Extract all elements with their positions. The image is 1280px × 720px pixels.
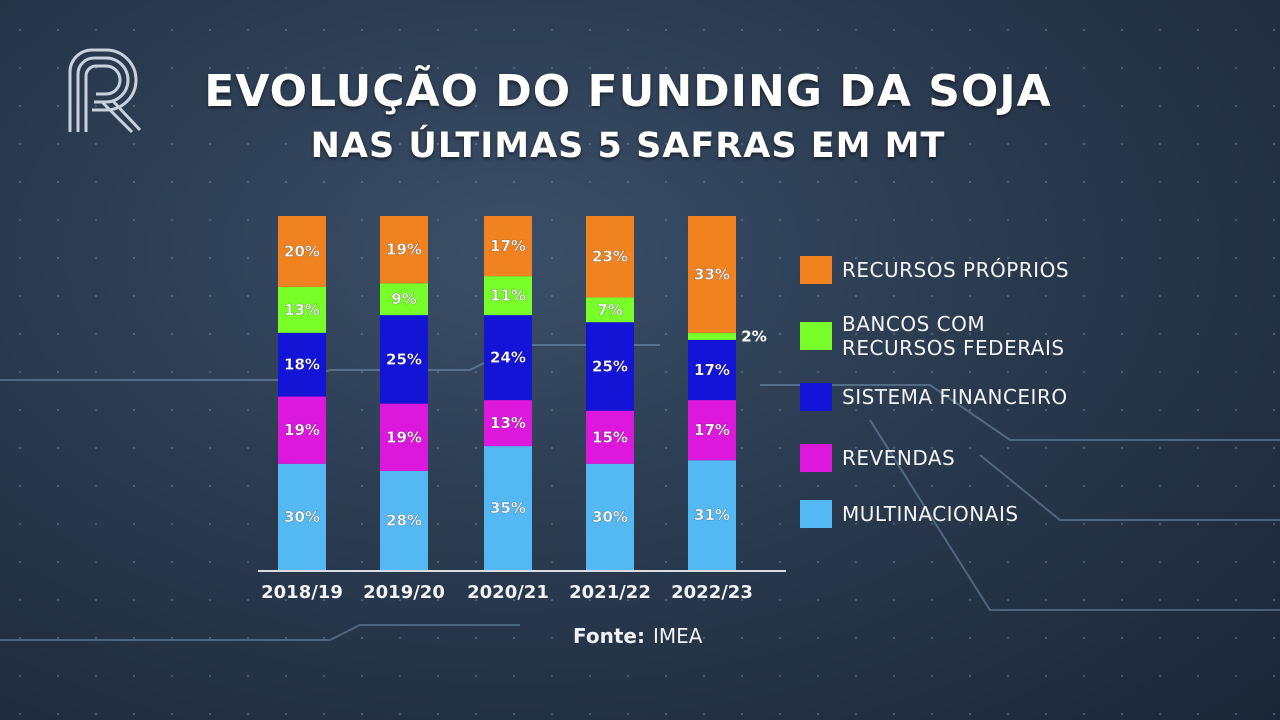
bar-segment-2020-21-s4: [484, 216, 532, 277]
bar-segment-2018-19-s3: [278, 286, 326, 333]
r-channel-logo-icon: [68, 48, 142, 134]
legend-label: MULTINACIONAIS: [842, 502, 1019, 526]
legend-item: RECURSOS PRÓPRIOS: [800, 256, 1130, 284]
data-label: 2%: [741, 327, 766, 345]
legend-item: MULTINACIONAIS: [800, 500, 1130, 528]
bar-segment-2022-23-s2: [688, 339, 736, 401]
bar-segment-2020-21-s0: [484, 446, 532, 570]
bar-segment-2021-22-s1: [586, 410, 634, 464]
legend-label: REVENDAS: [842, 446, 956, 470]
bar-segment-2019-20-s3: [380, 283, 428, 316]
data-label: 20%: [284, 242, 320, 260]
bar-segment-2020-21-s2: [484, 315, 532, 401]
legend-swatch: [800, 500, 832, 528]
bar-segment-2018-19-s4: [278, 216, 326, 287]
bar-segment-2019-20-s4: [380, 216, 428, 284]
data-label: 24%: [490, 349, 526, 367]
legend-label: RECURSOS PRÓPRIOS: [842, 258, 1070, 282]
data-label: 17%: [490, 237, 526, 255]
source-label: Fonte:: [573, 624, 645, 648]
bar-segment-2020-21-s3: [484, 276, 532, 316]
bar-segment-2020-21-s1: [484, 400, 532, 447]
data-label: 19%: [284, 421, 320, 439]
legend-swatch: [800, 383, 832, 411]
data-label: 13%: [490, 414, 526, 432]
data-label: 7%: [597, 301, 622, 319]
data-label: 33%: [694, 265, 730, 283]
data-label: 13%: [284, 301, 320, 319]
bar-segment-2021-22-s3: [586, 297, 634, 323]
bar-segment-2022-23-s3: [688, 332, 736, 340]
legend-label: SISTEMA FINANCEIRO: [842, 385, 1068, 409]
bar-segment-2022-23-s4: [688, 216, 736, 333]
bar-segment-2018-19-s2: [278, 332, 326, 397]
chart-title: EVOLUÇÃO DO FUNDING DA SOJA: [204, 66, 1052, 117]
legend-swatch: [800, 444, 832, 472]
bar-segment-2021-22-s0: [586, 463, 634, 570]
x-tick-label: 2019/20: [363, 582, 445, 603]
data-label: 9%: [391, 290, 416, 308]
data-label: 30%: [592, 508, 628, 526]
data-label: 30%: [284, 508, 320, 526]
data-label: 28%: [386, 511, 422, 529]
legend-swatch: [800, 322, 832, 350]
data-label: 19%: [386, 241, 422, 259]
source-value: IMEA: [652, 624, 703, 648]
data-label: 25%: [386, 350, 422, 368]
x-tick-label: 2021/22: [569, 582, 651, 603]
data-label: 25%: [592, 357, 628, 375]
data-label: 17%: [694, 361, 730, 379]
data-label: 18%: [284, 356, 320, 374]
legend-item: REVENDAS: [800, 444, 1130, 472]
bar-segment-2022-23-s0: [688, 460, 736, 570]
data-label: 19%: [386, 428, 422, 446]
data-label: 15%: [592, 428, 628, 446]
data-label: 23%: [592, 248, 628, 266]
bar-segment-2018-19-s1: [278, 396, 326, 464]
bar-segment-2022-23-s1: [688, 400, 736, 461]
data-label: 17%: [694, 421, 730, 439]
source-note: Fonte: IMEA: [573, 624, 702, 648]
legend-item: SISTEMA FINANCEIRO: [800, 383, 1130, 411]
x-tick-label: 2018/19: [261, 582, 343, 603]
bar-segment-2019-20-s0: [380, 470, 428, 570]
bar-segment-2021-22-s2: [586, 322, 634, 411]
x-tick-label: 2022/23: [671, 582, 753, 603]
data-label: 11%: [490, 287, 526, 305]
bar-segment-2021-22-s4: [586, 216, 634, 298]
legend-label: BANCOS COM RECURSOS FEDERAIS: [842, 312, 1065, 360]
data-label: 31%: [694, 506, 730, 524]
legend-swatch: [800, 256, 832, 284]
legend-item: BANCOS COM RECURSOS FEDERAIS: [800, 312, 1130, 360]
chart-subtitle: NAS ÚLTIMAS 5 SAFRAS EM MT: [310, 126, 946, 166]
x-tick-label: 2020/21: [467, 582, 549, 603]
bar-segment-2018-19-s0: [278, 463, 326, 570]
bar-segment-2019-20-s2: [380, 315, 428, 404]
bar-segment-2019-20-s1: [380, 403, 428, 471]
data-label: 35%: [490, 499, 526, 517]
